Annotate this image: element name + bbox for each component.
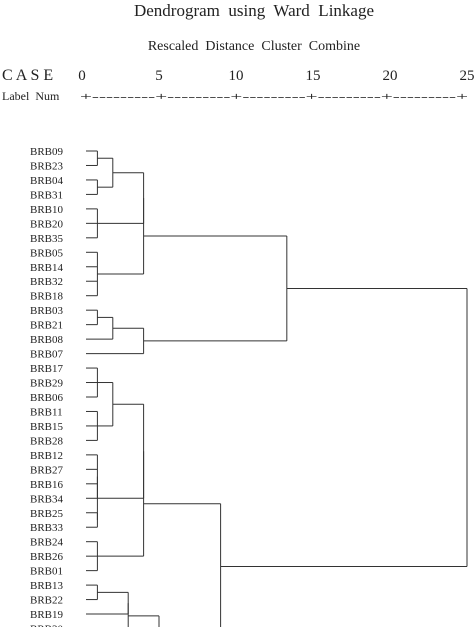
leaf-label: BRB03 [30, 305, 64, 317]
leaf-label: BRB29 [30, 378, 64, 390]
label-num-heading: Label Num [2, 89, 60, 103]
axis-tick-label: 10 [229, 68, 244, 84]
leaf-label: BRB21 [30, 320, 63, 332]
leaf-label: BRB30 [30, 624, 64, 627]
leaf-label: BRB22 [30, 595, 63, 607]
leaf-label: BRB11 [30, 406, 63, 418]
axis-tick-label: 5 [155, 68, 163, 84]
leaf-label: BRB17 [30, 363, 64, 375]
leaf-label: BRB07 [30, 349, 64, 361]
case-heading: C A S E [2, 67, 53, 84]
leaf-label: BRB35 [30, 233, 64, 245]
leaf-labels: BRB09 BRB23 BRB04 BRB31 BRB10 BRB20 BRB35 BRB05… [30, 146, 64, 627]
axis-tick-label: 0 [78, 68, 86, 84]
leaf-label: BRB34 [30, 493, 64, 505]
leaf-label: BRB26 [30, 551, 64, 563]
axis-tick-label: 15 [306, 68, 321, 84]
axis-tick-labels: 0 5 10 15 20 25 [78, 68, 474, 84]
leaf-label: BRB09 [30, 146, 64, 158]
leaf-label: BRB10 [30, 204, 64, 216]
leaf-label: BRB14 [30, 262, 64, 274]
leaf-label: BRB05 [30, 247, 64, 259]
axis-tick-label: 20 [383, 68, 398, 84]
leaf-label: BRB15 [30, 421, 64, 433]
leaf-label: BRB13 [30, 580, 64, 592]
leaf-label: BRB12 [30, 450, 63, 462]
leaf-label: BRB27 [30, 464, 64, 476]
leaf-label: BRB06 [30, 392, 64, 404]
chart-title: Dendrogram using Ward Linkage [134, 1, 374, 20]
leaf-label: BRB20 [30, 218, 64, 230]
dendrogram-links [86, 150, 468, 627]
axis-tick-label: 25 [460, 68, 474, 84]
leaf-label: BRB25 [30, 508, 64, 520]
leaf-label: BRB33 [30, 522, 64, 534]
axis-rule: +---------+---------+---------+---------… [80, 91, 468, 103]
leaf-label: BRB32 [30, 276, 63, 288]
leaf-label: BRB18 [30, 291, 64, 303]
leaf-label: BRB28 [30, 435, 64, 447]
leaf-label: BRB16 [30, 479, 64, 491]
leaf-label: BRB19 [30, 609, 64, 621]
chart-subtitle: Rescaled Distance Cluster Combine [148, 39, 360, 54]
leaf-label: BRB31 [30, 189, 63, 201]
leaf-label: BRB24 [30, 537, 64, 549]
leaf-label: BRB23 [30, 160, 64, 172]
leaf-label: BRB01 [30, 566, 63, 578]
leaf-label: BRB08 [30, 334, 64, 346]
leaf-label: BRB04 [30, 175, 64, 187]
